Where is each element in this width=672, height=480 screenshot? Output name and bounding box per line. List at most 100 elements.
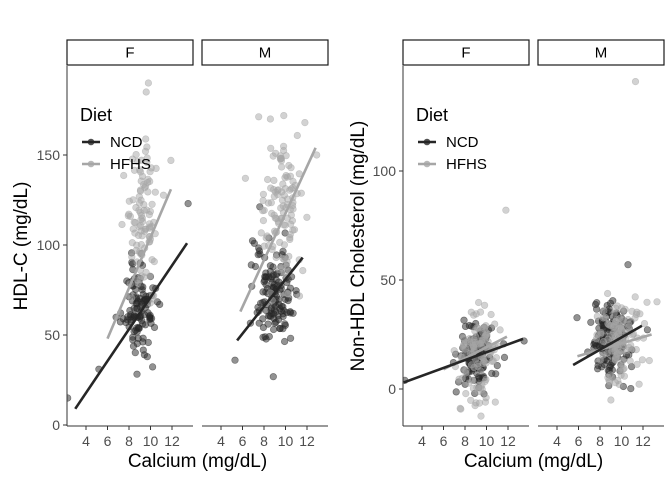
facet-strip-label: M: [259, 45, 272, 62]
x-axis-title: Calcium (mg/dL): [128, 451, 267, 472]
data-point-hfhs: [137, 168, 145, 176]
legend-label: NCD: [446, 134, 479, 151]
data-point-hfhs: [145, 211, 153, 219]
fit-line-ncd: [236, 256, 304, 342]
legend-key-point: [87, 138, 95, 146]
fit-line-ncd: [403, 337, 524, 384]
data-point-hfhs: [475, 399, 484, 407]
data-point-hfhs: [262, 234, 270, 242]
data-point-ncd: [643, 326, 652, 334]
x-tick-label: 12: [164, 433, 180, 449]
data-point-hfhs: [260, 242, 268, 250]
data-point-hfhs: [462, 366, 470, 374]
x-tick-label: 6: [239, 433, 247, 449]
data-point-hfhs: [480, 358, 488, 366]
data-point-hfhs: [625, 344, 633, 352]
data-point-hfhs: [280, 111, 288, 120]
data-point-ncd: [139, 283, 147, 291]
points-layer: [403, 206, 528, 420]
data-point-ncd: [139, 320, 147, 328]
data-point-ncd: [272, 276, 280, 284]
data-point-hfhs: [459, 342, 468, 350]
data-point-hfhs: [266, 115, 275, 123]
data-point-hfhs: [280, 142, 288, 150]
data-point-hfhs: [638, 356, 647, 364]
data-point-ncd: [129, 336, 137, 344]
data-point-hfhs: [301, 118, 309, 127]
data-point-hfhs: [128, 253, 136, 261]
y-tick-label: 0: [388, 381, 396, 397]
data-point-hfhs: [135, 199, 144, 207]
data-point-ncd: [465, 321, 473, 330]
data-point-ncd: [269, 373, 277, 381]
facet-f: F 4 6 8 10 12 0 50 100 150: [37, 39, 194, 449]
data-point-ncd: [272, 318, 280, 326]
data-point-hfhs: [286, 234, 294, 242]
data-point-hfhs: [125, 197, 133, 205]
data-point-hfhs: [159, 191, 168, 199]
data-point-hfhs: [496, 326, 504, 334]
data-point-ncd: [264, 320, 272, 328]
data-point-ncd: [624, 261, 632, 269]
data-point-ncd: [259, 288, 267, 296]
data-point-hfhs: [285, 252, 293, 260]
data-point-ncd: [281, 337, 289, 346]
data-point-ncd: [573, 314, 581, 322]
data-point-hfhs: [606, 378, 614, 386]
data-point-hfhs: [271, 214, 279, 222]
data-point-hfhs: [487, 310, 495, 319]
data-point-hfhs: [603, 349, 612, 357]
data-point-hfhs: [144, 79, 152, 87]
data-point-ncd: [267, 304, 276, 312]
data-point-hfhs: [143, 154, 151, 162]
y-axis-title: HDL-C (mg/dL): [11, 182, 32, 311]
data-point-ncd: [139, 338, 147, 346]
data-point-hfhs: [131, 219, 139, 227]
data-point-hfhs: [631, 77, 640, 86]
data-point-hfhs: [280, 241, 289, 249]
data-point-ncd: [231, 356, 239, 364]
data-point-hfhs: [645, 357, 653, 365]
data-point-hfhs: [611, 356, 620, 364]
data-point-hfhs: [272, 149, 280, 157]
x-tick-label: 8: [260, 433, 268, 449]
data-point-ncd: [139, 290, 147, 299]
data-point-hfhs: [142, 182, 150, 190]
data-point-hfhs: [471, 327, 479, 335]
y-tick-label: 50: [380, 272, 396, 288]
data-point-hfhs: [287, 211, 295, 219]
data-point-hfhs: [293, 131, 301, 140]
data-point-hfhs: [596, 356, 604, 364]
data-point-ncd: [133, 304, 141, 313]
data-point-ncd: [132, 285, 140, 294]
data-point-hfhs: [295, 292, 304, 300]
x-tick-label: 4: [82, 433, 90, 449]
data-point-hfhs: [633, 360, 641, 368]
fit-line-ncd: [74, 242, 189, 410]
data-point-hfhs: [633, 308, 641, 316]
data-point-hfhs: [481, 301, 489, 309]
data-point-hfhs: [491, 320, 499, 328]
data-point-hfhs: [279, 202, 287, 210]
data-point-hfhs: [272, 253, 280, 262]
data-point-ncd: [259, 333, 267, 341]
data-point-hfhs: [146, 223, 154, 231]
data-point-ncd: [265, 333, 273, 341]
data-point-hfhs: [241, 174, 249, 182]
data-point-hfhs: [276, 154, 285, 162]
data-point-hfhs: [469, 338, 477, 347]
data-point-hfhs: [635, 380, 643, 388]
legend-title: Diet: [416, 105, 448, 125]
data-point-hfhs: [609, 328, 618, 337]
data-point-hfhs: [626, 357, 634, 365]
x-tick-label: 6: [575, 433, 583, 449]
x-tick-label: 12: [299, 433, 315, 449]
data-point-ncd: [140, 351, 148, 359]
data-point-hfhs: [299, 267, 307, 275]
x-tick-label: 4: [217, 433, 225, 449]
fit-line-ncd: [572, 324, 643, 367]
data-point-hfhs: [481, 398, 490, 406]
data-point-hfhs: [148, 200, 156, 208]
data-point-hfhs: [132, 151, 140, 159]
